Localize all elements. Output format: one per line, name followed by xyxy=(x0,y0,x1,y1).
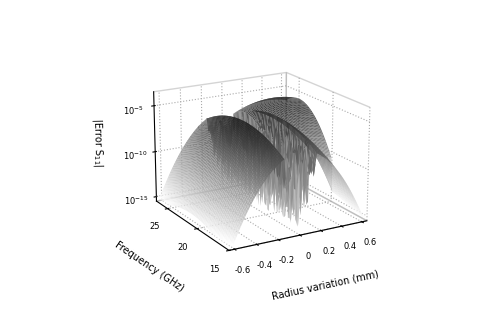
Y-axis label: Frequency (GHz): Frequency (GHz) xyxy=(113,239,186,293)
X-axis label: Radius variation (mm): Radius variation (mm) xyxy=(271,269,380,301)
